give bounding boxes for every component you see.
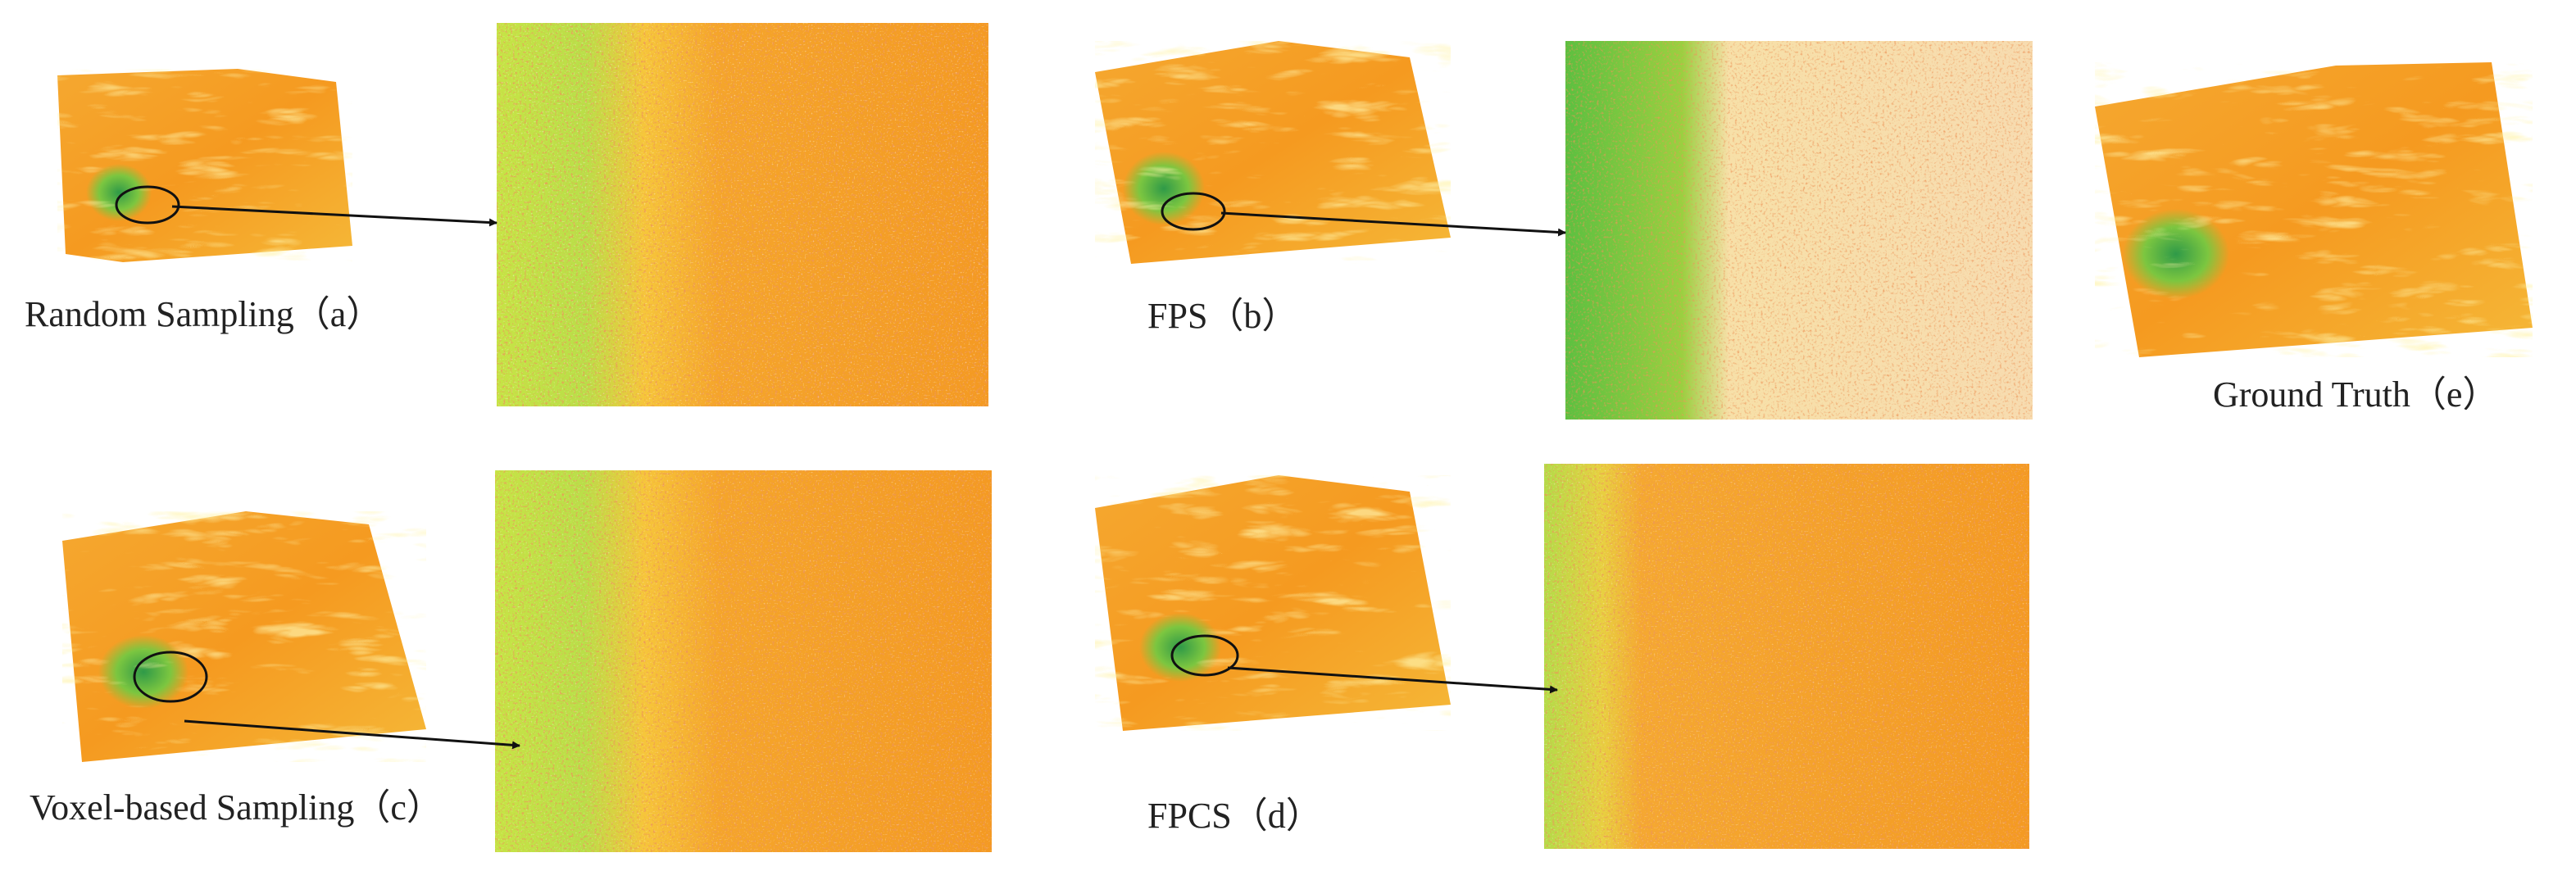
panel-label: FPS（b） [1147, 296, 1297, 336]
tile-b [1095, 41, 1451, 264]
tile-e [2095, 62, 2533, 357]
panel-label: FPCS（d） [1147, 796, 1322, 836]
panel-label: Random Sampling（a） [25, 294, 382, 334]
ellipse [115, 185, 180, 225]
zoom-c [495, 470, 992, 852]
zoom-a [497, 23, 988, 406]
ellipse [133, 651, 208, 703]
panel-label: Voxel-based Sampling（c） [30, 787, 443, 828]
arrow [184, 719, 520, 750]
zoom-b [1565, 41, 2033, 420]
tile-a [57, 69, 352, 262]
zoom-d [1544, 464, 2029, 849]
ellipse [1161, 192, 1226, 231]
tile-d [1095, 475, 1451, 731]
arrow [1227, 666, 1558, 694]
arrow [171, 205, 497, 227]
arrow [1220, 211, 1566, 237]
panel-label: Ground Truth（e） [2213, 374, 2498, 415]
callouts [115, 185, 1566, 750]
ellipse [1170, 634, 1239, 677]
